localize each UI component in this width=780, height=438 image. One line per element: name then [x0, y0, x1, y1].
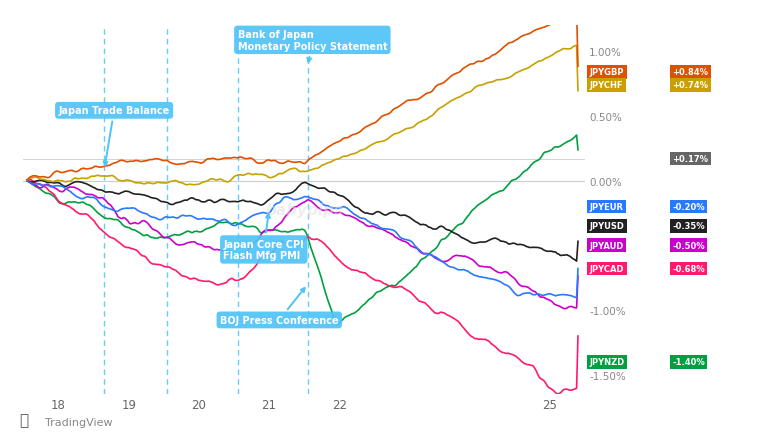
Text: JPYUSD: JPYUSD	[590, 222, 625, 231]
Text: ⧉: ⧉	[20, 412, 29, 427]
Text: -0.35%: -0.35%	[672, 222, 705, 231]
Text: TradingView: TradingView	[45, 417, 113, 427]
Text: JPYEUR: JPYEUR	[590, 202, 624, 212]
Text: Japan Core CPI
Flash Mfg PMI: Japan Core CPI Flash Mfg PMI	[224, 215, 304, 261]
Text: JPYCHF: JPYCHF	[590, 81, 623, 90]
Text: babypips: babypips	[265, 203, 343, 218]
Text: JPYCAD: JPYCAD	[590, 265, 624, 273]
Text: +0.74%: +0.74%	[672, 81, 708, 90]
Text: +0.17%: +0.17%	[672, 155, 708, 164]
Text: -1.40%: -1.40%	[672, 357, 705, 367]
Text: BOJ Press Conference: BOJ Press Conference	[220, 288, 339, 325]
Text: -0.68%: -0.68%	[672, 265, 705, 273]
Text: JPYGBP: JPYGBP	[590, 68, 624, 77]
Text: +0.84%: +0.84%	[672, 68, 708, 77]
Text: Japan Trade Balance: Japan Trade Balance	[58, 106, 170, 166]
Text: JPYAUD: JPYAUD	[590, 241, 624, 250]
Text: JPYNZD: JPYNZD	[590, 357, 625, 367]
Text: Bank of Japan
Monetary Policy Statement: Bank of Japan Monetary Policy Statement	[238, 30, 387, 63]
Text: -0.50%: -0.50%	[672, 241, 705, 250]
Text: -0.20%: -0.20%	[672, 202, 705, 212]
